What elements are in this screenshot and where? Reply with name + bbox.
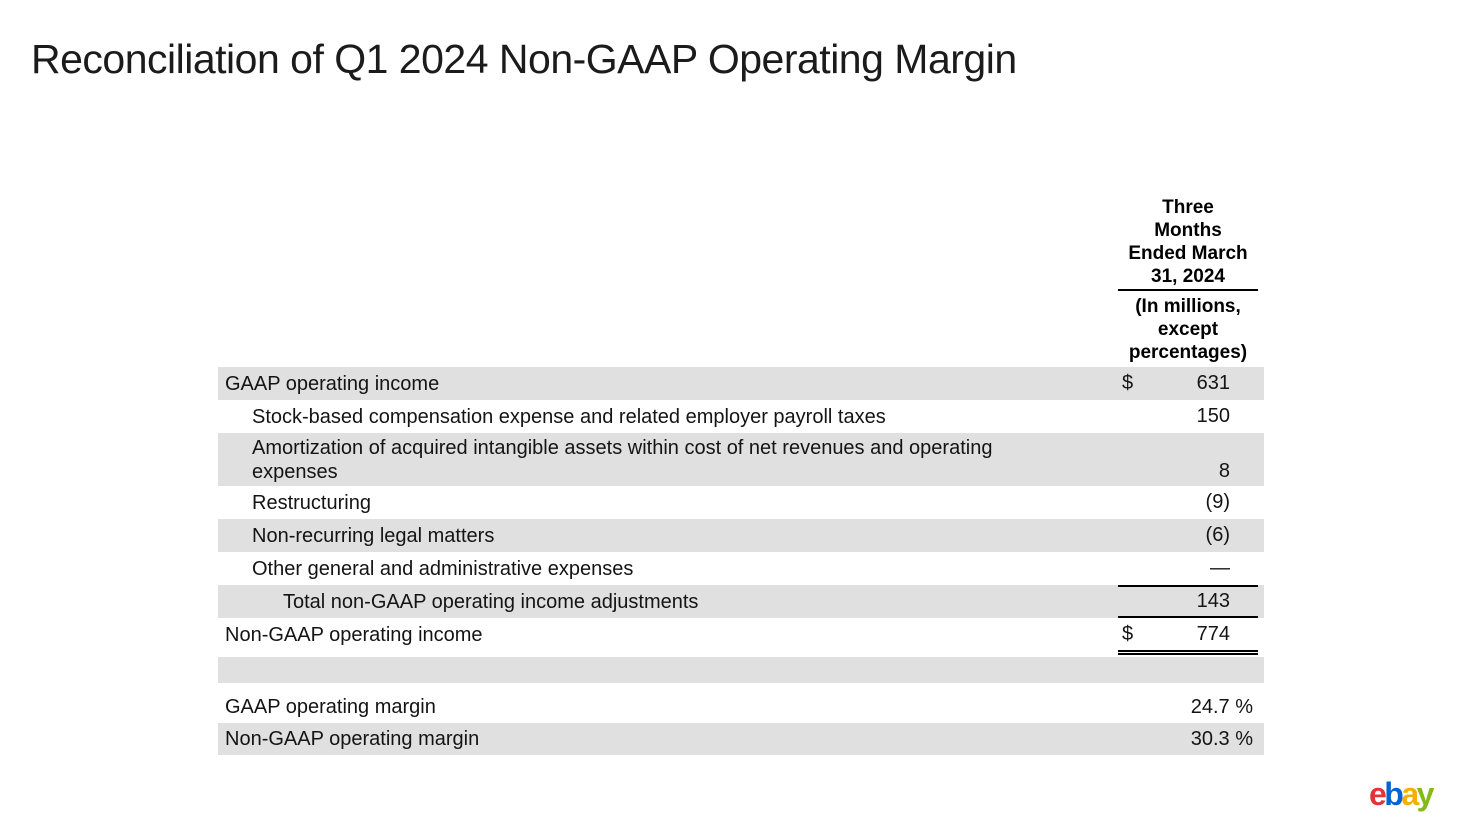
row-label: Non-GAAP operating income <box>225 624 483 646</box>
row-value: — <box>1210 557 1230 579</box>
table-row-amortization: Amortization of acquired intangible asse… <box>218 433 1264 486</box>
row-label: Non-GAAP operating margin <box>225 728 480 750</box>
row-value: 150 <box>1196 405 1230 427</box>
table-row-restructuring: Restructuring (9) <box>218 486 1264 519</box>
table-row-legal-matters: Non-recurring legal matters (6) <box>218 519 1264 552</box>
table-row-total-adjustments: Total non-GAAP operating income adjustme… <box>218 585 1264 618</box>
row-value: (6) <box>1205 524 1230 546</box>
reconciliation-table: Three Months Ended March 31, 2024 (In mi… <box>218 196 1264 755</box>
row-value: 143 <box>1196 590 1230 612</box>
ebay-logo-letter-a: a <box>1401 776 1419 812</box>
currency-symbol: $ <box>1122 372 1134 394</box>
table-row-gaap-operating-income: GAAP operating income $ 631 <box>218 367 1264 400</box>
row-label: Stock-based compensation expense and rel… <box>252 405 886 428</box>
ebay-logo: ebay <box>1369 776 1435 813</box>
ebay-logo-letter-b: b <box>1384 776 1404 812</box>
row-value: 30.3 % <box>1190 727 1253 750</box>
row-value: 24.7 % <box>1190 695 1253 718</box>
page-title: Reconciliation of Q1 2024 Non-GAAP Opera… <box>31 36 1017 82</box>
table-row-non-gaap-operating-margin: Non-GAAP operating margin 30.3 % <box>218 723 1264 755</box>
row-label: GAAP operating income <box>225 372 440 395</box>
row-label: Amortization of acquired intangible asse… <box>252 436 993 483</box>
row-label: GAAP operating margin <box>225 696 436 718</box>
value-column-header: Three Months Ended March 31, 2024 (In mi… <box>1118 196 1264 367</box>
row-label: Total non-GAAP operating income adjustme… <box>283 590 699 613</box>
table-header: Three Months Ended March 31, 2024 (In mi… <box>218 196 1264 367</box>
column-header-period: Three Months Ended March 31, 2024 <box>1118 196 1258 291</box>
header-spacer <box>218 196 1118 367</box>
ebay-logo-letter-e: e <box>1369 776 1387 812</box>
table-row-stock-based-compensation: Stock-based compensation expense and rel… <box>218 400 1264 433</box>
row-value: (9) <box>1205 491 1230 513</box>
table-row-other-ga-expenses: Other general and administrative expense… <box>218 552 1264 585</box>
table-row-empty <box>218 657 1264 683</box>
row-value: 631 <box>1196 372 1230 394</box>
ebay-logo-letter-y: y <box>1416 776 1435 812</box>
row-label: Other general and administrative expense… <box>252 557 634 580</box>
currency-symbol: $ <box>1122 622 1134 645</box>
row-value: 774 <box>1196 622 1230 645</box>
row-label: Non-recurring legal matters <box>252 524 495 547</box>
table-row-gaap-operating-margin: GAAP operating margin 24.7 % <box>218 691 1264 723</box>
row-spacer <box>218 683 1264 691</box>
table-row-non-gaap-operating-income: Non-GAAP operating income $ 774 <box>218 618 1264 655</box>
row-value: 8 <box>1218 460 1230 482</box>
row-label: Restructuring <box>252 491 371 514</box>
column-header-units: (In millions, except percentages) <box>1128 296 1248 363</box>
